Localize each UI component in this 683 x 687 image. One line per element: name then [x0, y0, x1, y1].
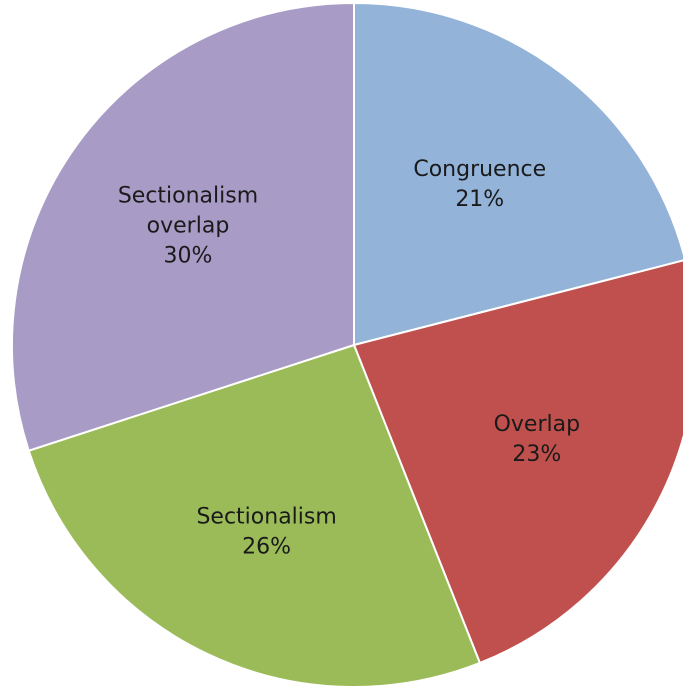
slice-category-label: Sectionalism — [118, 183, 258, 208]
slice-category-label: Sectionalism — [196, 505, 336, 530]
slice-label-overlap: Overlap 23% — [494, 412, 580, 467]
slice-category-label: Congruence — [413, 157, 546, 182]
pie-labels: Congruence 21%Overlap 23%Sectionalism 26%Se… — [118, 157, 580, 560]
pie-slice-sectionalism-overlap — [11, 1, 355, 452]
slice-label-sectionalism: Sectionalism 26% — [196, 505, 336, 560]
pie-slices — [11, 1, 683, 687]
slice-percent-label: 23% — [512, 442, 561, 467]
pie-slice-sectionalism — [27, 343, 482, 687]
slice-percent-label: 30% — [164, 243, 213, 268]
slice-label-sectionalism-overlap: Sectionalism overlap 30% — [118, 183, 258, 268]
slice-percent-label: 21% — [455, 187, 504, 212]
slice-percent-label: 26% — [242, 535, 291, 560]
slice-category-label: Overlap — [494, 412, 580, 437]
slice-category-label: overlap — [147, 213, 230, 238]
pie-slice-congruence — [353, 1, 683, 347]
slice-label-congruence: Congruence 21% — [413, 157, 546, 212]
pie-slice-overlap — [352, 259, 683, 665]
